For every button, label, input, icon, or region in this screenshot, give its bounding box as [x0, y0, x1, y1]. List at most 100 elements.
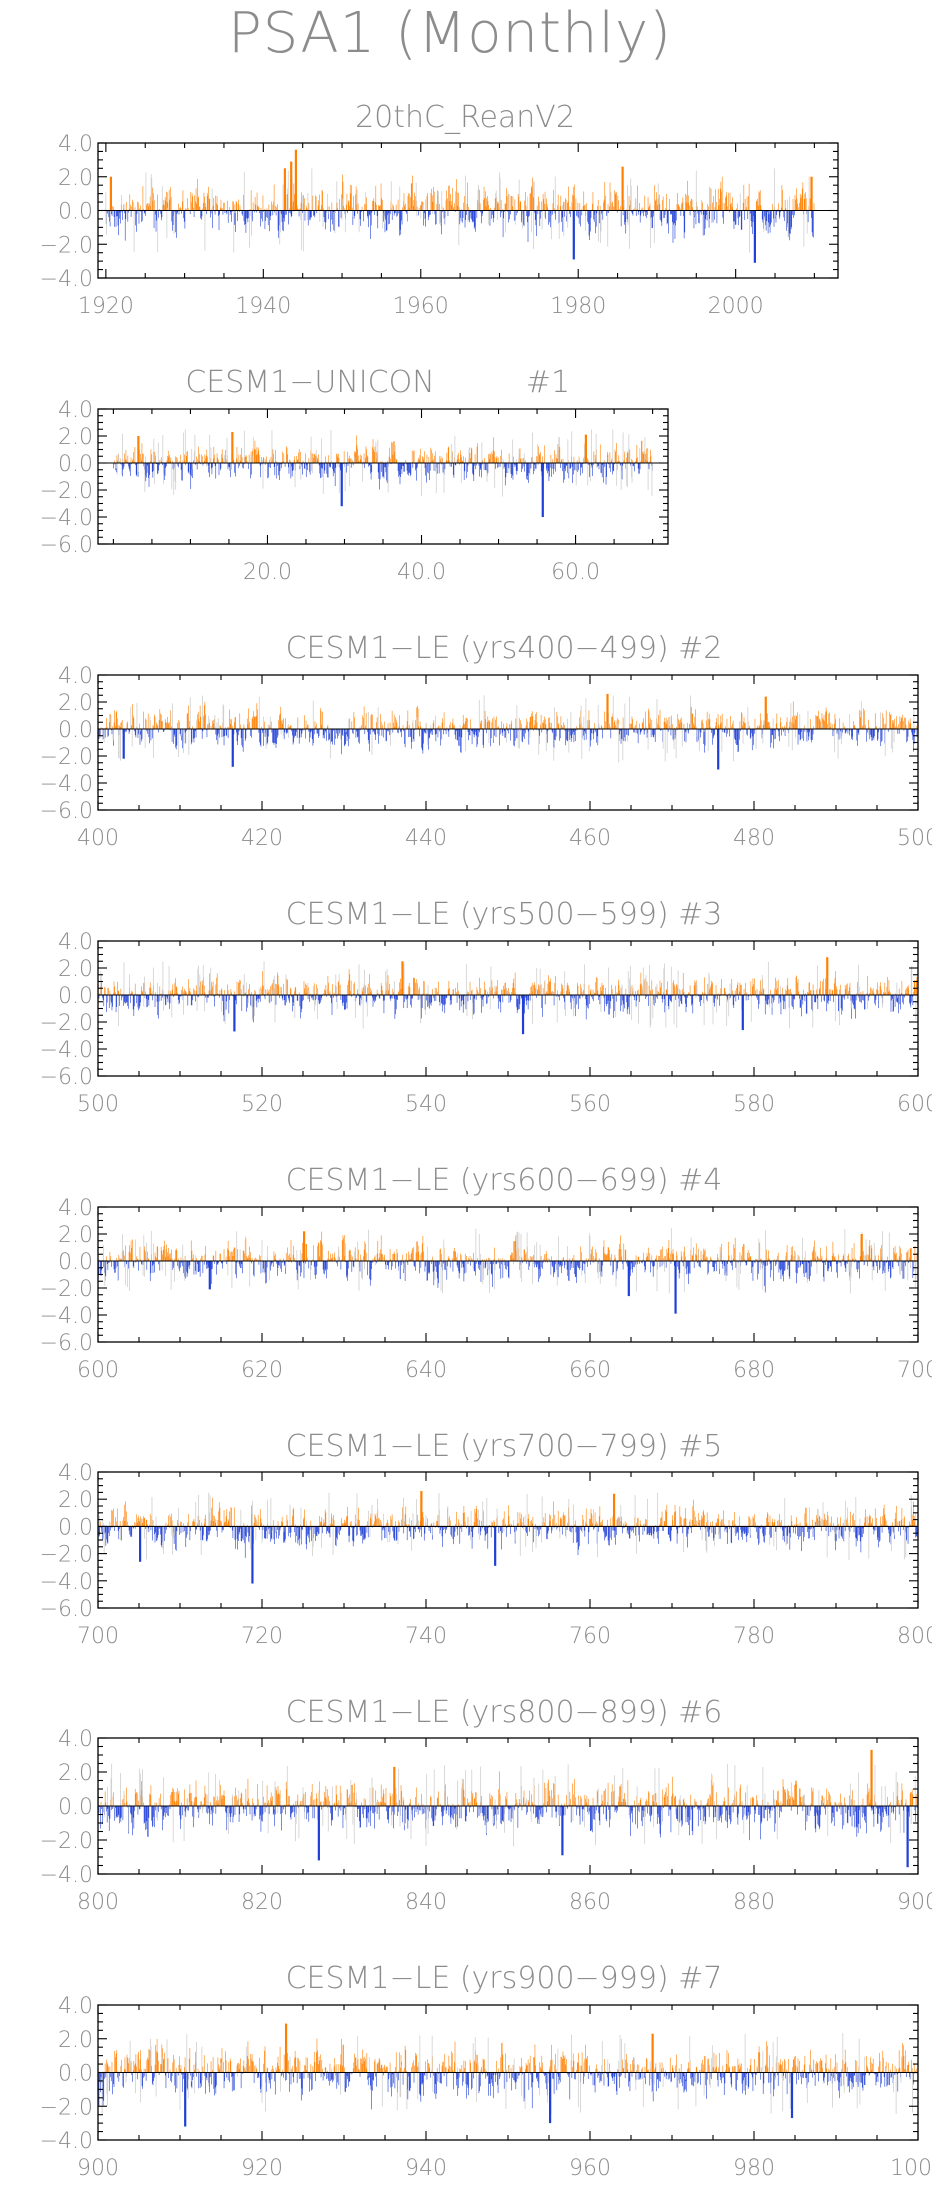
negative-bar [671, 995, 672, 1003]
positive-bar [349, 974, 351, 995]
positive-bar [530, 186, 532, 211]
negative-bar [645, 210, 646, 217]
negative-bar [525, 729, 526, 734]
positive-bar [248, 989, 249, 995]
positive-bar [548, 717, 549, 729]
negative-bar [438, 995, 440, 1002]
negative-bar [515, 463, 516, 466]
positive-bar [611, 203, 613, 211]
positive-bar [639, 723, 640, 729]
negative-bar [473, 729, 474, 734]
negative-bar [306, 463, 308, 466]
negative-bar [222, 995, 223, 1001]
negative-bar [791, 995, 793, 1006]
positive-bar [616, 442, 617, 463]
negative-bar [591, 463, 593, 468]
positive-bar [546, 991, 547, 995]
negative-bar [423, 729, 425, 732]
negative-bar [378, 463, 380, 479]
negative-bar [318, 995, 320, 1004]
positive-bar [207, 724, 208, 729]
negative-bar [881, 729, 883, 741]
negative-bar [430, 729, 432, 735]
positive-bar [725, 197, 726, 211]
negative-bar [331, 729, 333, 742]
positive-bar [810, 718, 811, 729]
negative-bar [395, 995, 397, 1010]
negative-bar [331, 995, 332, 1004]
y-tick-label: 0.0 [58, 718, 93, 743]
positive-bar [578, 456, 580, 463]
negative-bar [653, 210, 654, 217]
negative-bar [341, 729, 343, 735]
negative-bar [596, 210, 598, 214]
negative-bar [546, 463, 547, 471]
positive-bar [99, 993, 100, 995]
negative-bar [247, 210, 249, 223]
negative-bar [347, 729, 349, 737]
positive-bar [204, 196, 205, 211]
negative-bar [479, 463, 480, 477]
negative-bar [586, 995, 588, 1006]
positive-bar [471, 989, 473, 995]
positive-bar [759, 192, 760, 211]
negative-bar [354, 210, 356, 216]
negative-bar [372, 995, 373, 998]
positive-bar [468, 992, 469, 995]
positive-bar [577, 985, 579, 995]
positive-bar [113, 722, 115, 729]
negative-bar [471, 210, 473, 223]
negative-bar [283, 210, 284, 232]
negative-bar [216, 729, 218, 736]
negative-bar [489, 210, 491, 226]
negative-bar [751, 729, 753, 751]
negative-bar [162, 729, 164, 732]
positive-bar [469, 981, 471, 995]
negative-bar [171, 210, 173, 222]
negative-bar [364, 463, 365, 468]
negative-bar [476, 463, 477, 466]
positive-bar [666, 193, 667, 211]
positive-bar [290, 725, 291, 729]
negative-bar [268, 463, 270, 468]
positive-bar [420, 205, 421, 211]
negative-bar [158, 729, 159, 733]
negative-bar [616, 210, 618, 213]
positive-bar [276, 207, 278, 211]
negative-bar [560, 463, 561, 468]
positive-bar [241, 457, 243, 463]
positive-bar [323, 993, 325, 995]
positive-bar [558, 723, 560, 729]
negative-bar [121, 995, 123, 998]
positive-bar [637, 990, 638, 995]
positive-bar [244, 993, 246, 995]
negative-bar [469, 210, 470, 223]
positive-bar [120, 988, 122, 995]
negative-bar [603, 995, 605, 998]
negative-bar [645, 995, 646, 1000]
negative-bar [410, 995, 411, 1005]
positive-bar [494, 207, 495, 211]
negative-bar [176, 729, 178, 746]
negative-bar [438, 729, 440, 732]
positive-bar [544, 445, 545, 463]
positive-bar [563, 201, 564, 211]
positive-bar [289, 208, 291, 211]
positive-bar [691, 198, 692, 211]
negative-bar [141, 729, 142, 742]
positive-bar [827, 724, 828, 729]
negative-bar [660, 210, 661, 220]
negative-bar [660, 210, 662, 222]
negative-bar [462, 210, 463, 223]
negative-bar [735, 729, 737, 744]
positive-bar [626, 209, 627, 211]
negative-bar [455, 729, 456, 740]
positive-bar [563, 202, 565, 211]
negative-bar [587, 995, 588, 1008]
positive-bar [372, 200, 374, 211]
positive-bar [594, 993, 596, 995]
negative-bar [470, 995, 472, 1000]
negative-bar [497, 995, 499, 999]
positive-bar [374, 446, 376, 463]
negative-bar [786, 210, 788, 224]
